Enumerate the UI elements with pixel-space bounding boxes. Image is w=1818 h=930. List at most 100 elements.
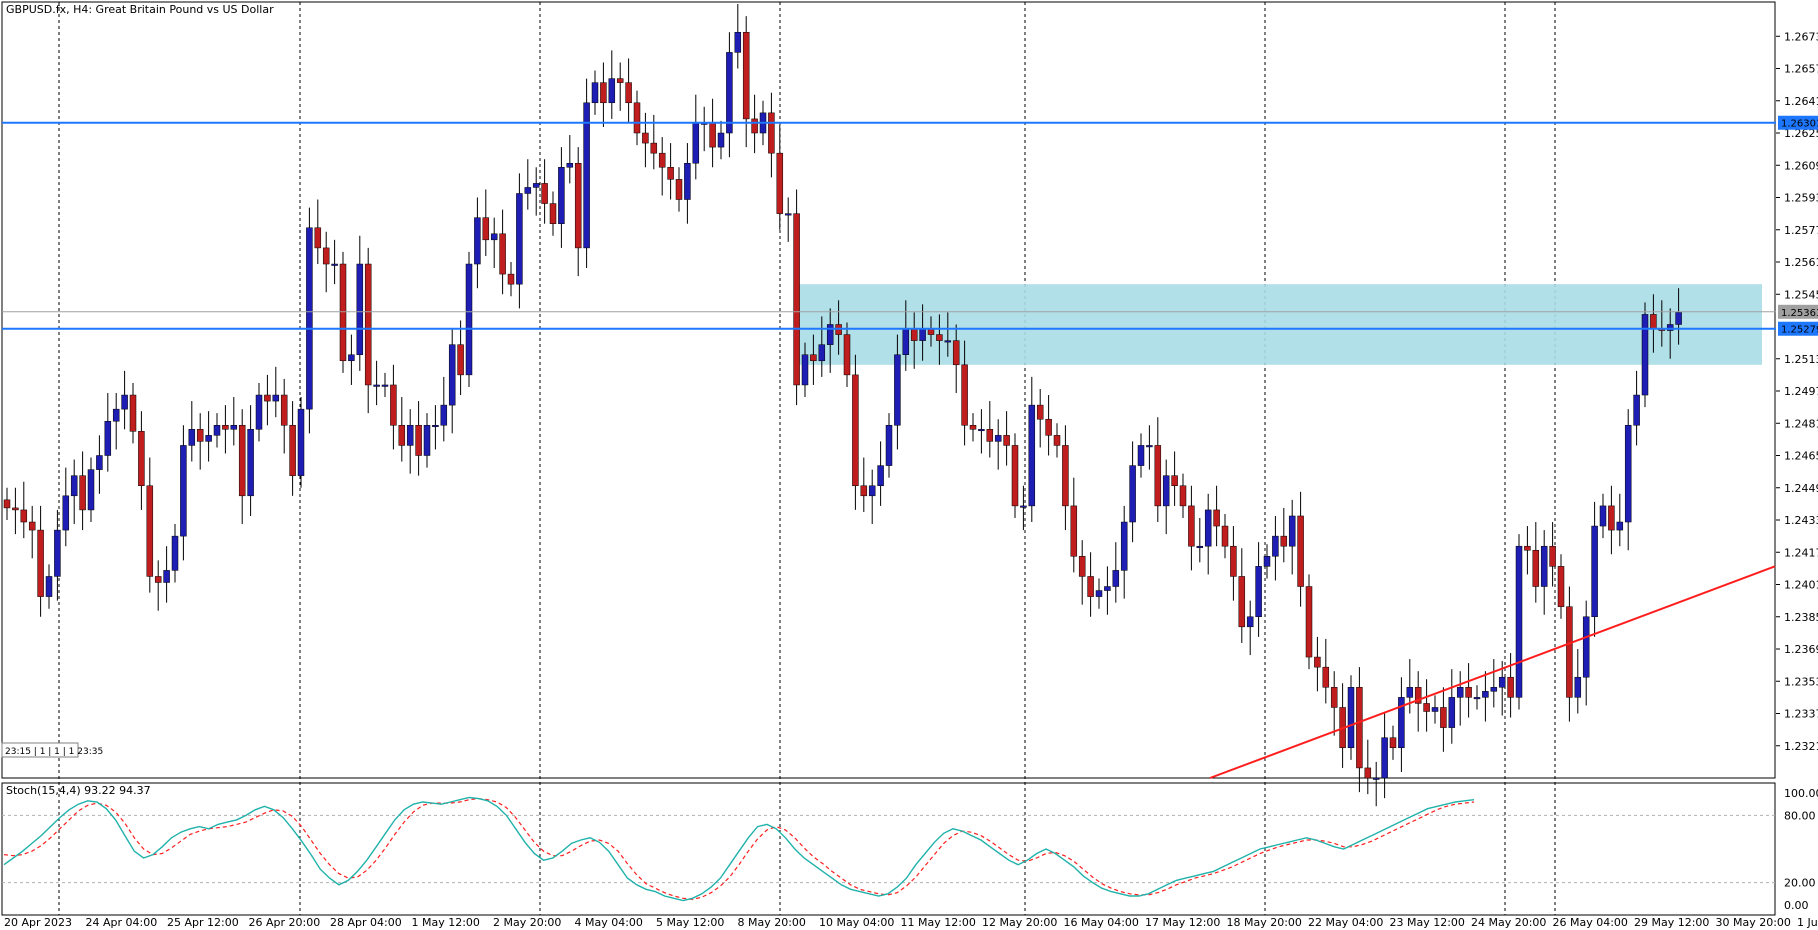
bearish-candle: [1179, 485, 1187, 507]
bearish-candle: [1045, 418, 1052, 436]
bullish-candle: [734, 31, 742, 53]
bearish-candle: [1507, 676, 1514, 698]
bullish-candle: [1196, 545, 1204, 548]
bearish-candle: [852, 374, 859, 486]
time-label: 1 May 12:00: [412, 916, 480, 929]
bullish-candle: [1666, 324, 1674, 331]
bearish-candle: [3, 499, 11, 509]
bullish-candle: [1448, 697, 1456, 728]
bearish-candle: [146, 485, 154, 577]
bullish-candle: [1599, 505, 1607, 527]
bearish-candle: [1314, 656, 1321, 668]
bearish-candle: [768, 112, 775, 154]
bearish-candle: [499, 233, 506, 275]
bullish-candle: [877, 465, 884, 486]
time-label: 16 May 04:00: [1064, 916, 1139, 929]
price-tick-label: 1.26570: [1784, 63, 1818, 76]
bullish-candle: [1246, 616, 1254, 628]
bearish-candle: [1364, 767, 1372, 779]
time-label: 1 Jun 04:00: [1797, 916, 1818, 929]
bullish-candle: [54, 529, 61, 577]
bullish-candle: [188, 429, 196, 446]
bearish-candle: [1557, 566, 1565, 607]
bearish-candle: [129, 394, 137, 432]
bullish-candle: [1540, 545, 1548, 587]
bearish-candle: [751, 118, 758, 134]
bearish-candle: [1003, 435, 1010, 446]
price-tick-label: 1.26250: [1784, 127, 1818, 140]
bullish-candle: [112, 408, 120, 422]
bullish-candle: [306, 227, 313, 410]
bullish-candle: [1641, 314, 1649, 396]
bearish-candle: [910, 328, 918, 341]
time-label: 30 May 20:00: [1716, 916, 1791, 929]
bearish-candle: [264, 394, 271, 402]
bullish-candle: [1406, 687, 1414, 698]
price-tick-label: 1.25610: [1784, 256, 1818, 269]
bullish-candle: [255, 394, 263, 430]
time-label: 20 Apr 2023: [4, 916, 72, 929]
clock-box: [1, 742, 79, 758]
bearish-candle: [1280, 535, 1288, 547]
bullish-candle: [1020, 505, 1027, 508]
current-price-label-box: [1778, 304, 1818, 319]
bullish-candle: [994, 435, 1002, 442]
bullish-candle: [868, 485, 876, 497]
bullish-candle: [978, 429, 985, 432]
bearish-candle: [1297, 515, 1304, 587]
price-tick-label: 1.24810: [1784, 417, 1818, 430]
bullish-candle: [121, 394, 128, 410]
price-tick-label: 1.24490: [1784, 482, 1818, 495]
chart-title: GBPUSD.fx, H4: Great Britain Pound vs US…: [6, 3, 274, 16]
bearish-candle: [961, 364, 968, 426]
bullish-candle: [1675, 312, 1682, 325]
bearish-candle: [843, 334, 851, 376]
time-label: 28 Apr 04:00: [330, 916, 402, 929]
bearish-candle: [1524, 545, 1531, 551]
price-tick-label: 1.23850: [1784, 611, 1818, 624]
bearish-candle: [314, 227, 322, 249]
bearish-candle: [1423, 703, 1430, 712]
bullish-candle: [1112, 570, 1120, 587]
bullish-candle: [1591, 525, 1598, 618]
bearish-candle: [633, 102, 641, 134]
bullish-candle: [1473, 697, 1481, 700]
bullish-candle: [448, 344, 456, 406]
bearish-candle: [776, 152, 784, 214]
bullish-candle: [944, 340, 952, 343]
bullish-candle: [524, 187, 532, 194]
bullish-candle: [1574, 676, 1582, 698]
zone-layer: [798, 284, 1762, 365]
bearish-candle: [860, 485, 868, 497]
bearish-candle: [28, 521, 36, 531]
bullish-candle: [230, 425, 238, 430]
bullish-candle: [465, 263, 473, 376]
bullish-candle: [62, 495, 70, 531]
bullish-candle: [180, 445, 187, 537]
bearish-candle: [1011, 445, 1019, 507]
bearish-candle: [616, 78, 624, 83]
bullish-candle: [1381, 737, 1388, 779]
bullish-candle: [801, 354, 809, 386]
bearish-candle: [1650, 314, 1657, 329]
bullish-candle: [432, 425, 439, 428]
bearish-candle: [1238, 576, 1246, 628]
bullish-candle: [1431, 707, 1439, 712]
bullish-candle: [1104, 586, 1111, 591]
bearish-candle: [574, 162, 582, 249]
bullish-candle: [1255, 566, 1262, 618]
bullish-candle: [247, 429, 254, 497]
bullish-candle: [1582, 616, 1590, 678]
bearish-candle: [1171, 475, 1178, 486]
price-tick-label: 1.23370: [1784, 708, 1818, 721]
bullish-candle: [474, 217, 481, 265]
bearish-candle: [1188, 505, 1195, 547]
bullish-candle: [171, 535, 179, 571]
time-label: 24 Apr 04:00: [86, 916, 158, 929]
bullish-candle: [1624, 425, 1632, 523]
bearish-candle: [238, 425, 246, 497]
time-label: 2 May 20:00: [493, 916, 561, 929]
trendline: [1209, 565, 1776, 779]
